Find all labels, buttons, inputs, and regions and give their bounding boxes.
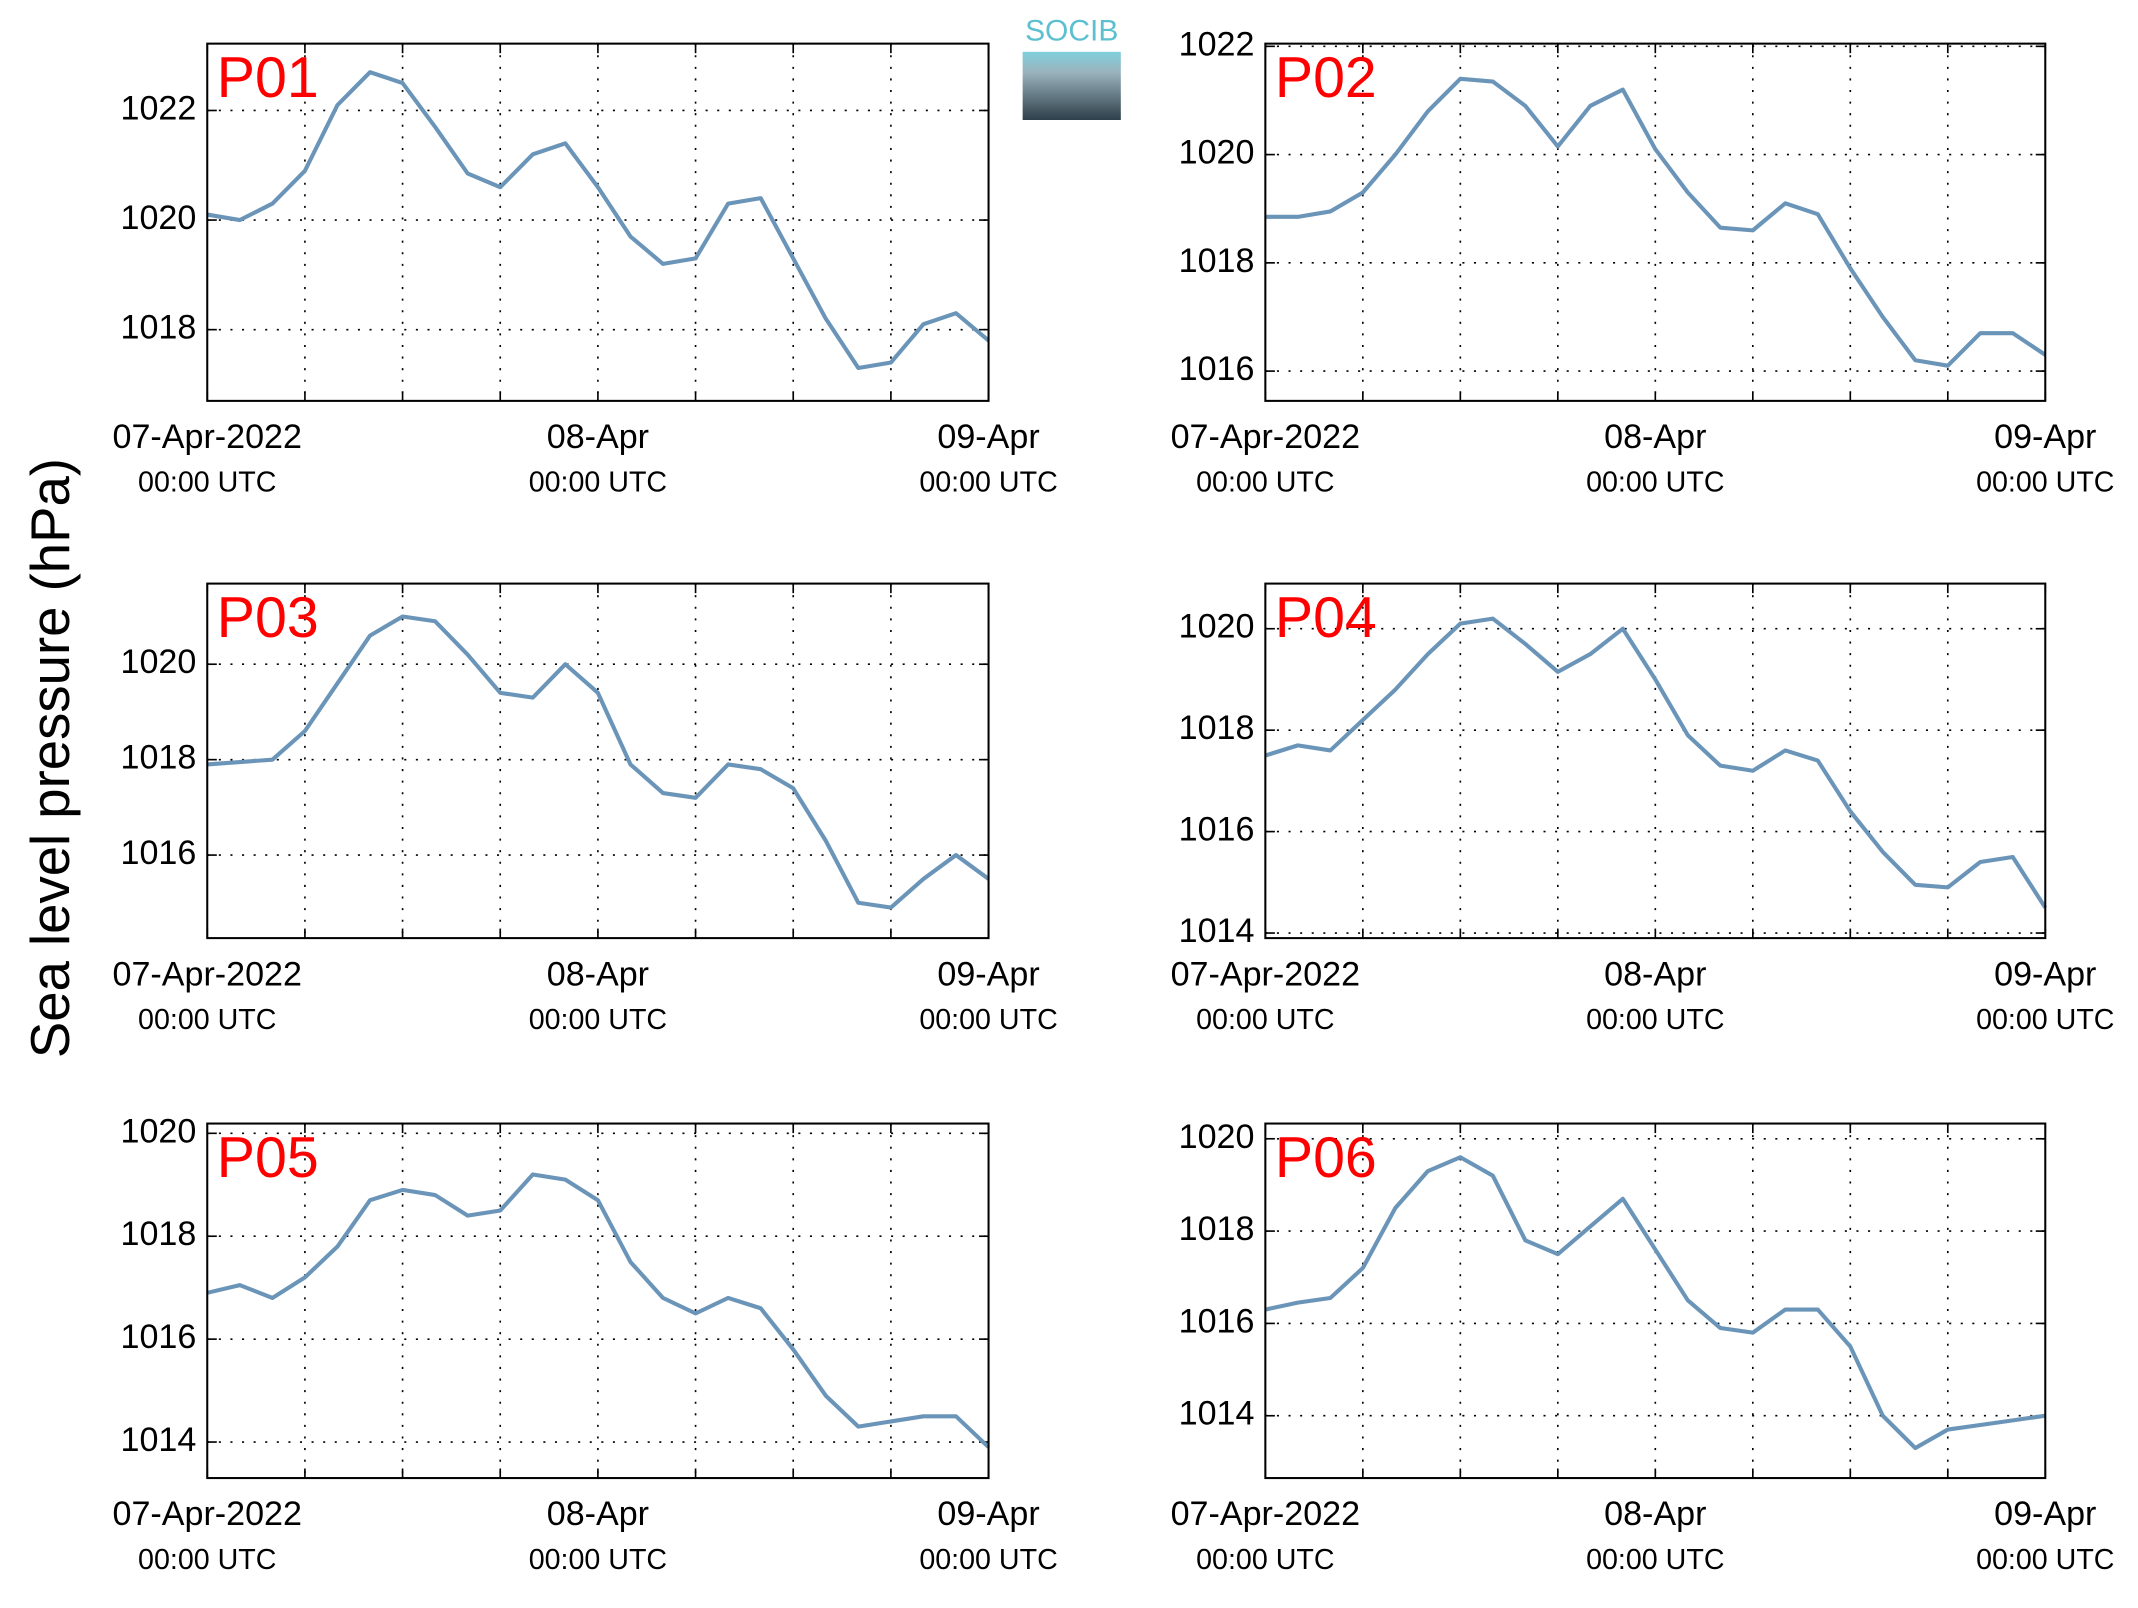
x-tick-label: 08-Apr bbox=[1604, 955, 1706, 993]
x-tick-sublabel: 00:00 UTC bbox=[1586, 1544, 1724, 1576]
y-tick-label: 1014 bbox=[1179, 1395, 1255, 1433]
y-tick-label: 1020 bbox=[1179, 608, 1255, 646]
panel-title: P05 bbox=[217, 1126, 319, 1190]
x-tick-sublabel: 00:00 UTC bbox=[1976, 467, 2114, 499]
plot-frame bbox=[206, 582, 990, 940]
y-tick-label: 1020 bbox=[121, 1112, 197, 1150]
x-tick-label: 08-Apr bbox=[1604, 1495, 1706, 1533]
panel-title: P02 bbox=[1275, 46, 1377, 110]
y-tick-label: 1014 bbox=[121, 1421, 197, 1459]
y-tick-label: 1016 bbox=[121, 1318, 197, 1356]
x-tick-sublabel: 00:00 UTC bbox=[1196, 1004, 1334, 1036]
plot-area bbox=[207, 43, 989, 401]
y-tick-label: 1020 bbox=[121, 199, 197, 237]
x-tick-label: 09-Apr bbox=[1994, 418, 2096, 456]
data-line bbox=[206, 1172, 990, 1449]
y-tick-label: 1018 bbox=[121, 1215, 197, 1253]
y-tick-label: 1016 bbox=[1179, 350, 1255, 388]
x-tick-sublabel: 00:00 UTC bbox=[529, 467, 667, 499]
x-tick-sublabel: 00:00 UTC bbox=[138, 1004, 276, 1036]
x-tick-sublabel: 00:00 UTC bbox=[1586, 467, 1724, 499]
x-tick-label: 09-Apr bbox=[937, 955, 1039, 993]
logo-graphic bbox=[1022, 51, 1121, 120]
x-tick-label: 07-Apr-2022 bbox=[113, 955, 302, 993]
plot-frame bbox=[1264, 1122, 2047, 1480]
x-tick-sublabel: 00:00 UTC bbox=[919, 1544, 1057, 1576]
x-tick-sublabel: 00:00 UTC bbox=[1196, 467, 1334, 499]
plot-frame bbox=[206, 42, 990, 402]
data-line bbox=[1264, 616, 2048, 909]
x-tick-sublabel: 00:00 UTC bbox=[138, 1544, 276, 1576]
x-tick-sublabel: 00:00 UTC bbox=[529, 1544, 667, 1576]
y-tick-label: 1016 bbox=[1179, 811, 1255, 849]
panel-title: P01 bbox=[217, 46, 319, 110]
y-tick-label: 1022 bbox=[121, 89, 197, 127]
x-tick-label: 09-Apr bbox=[1994, 1495, 2096, 1533]
x-tick-label: 07-Apr-2022 bbox=[113, 418, 302, 456]
data-line bbox=[206, 70, 990, 371]
y-tick-label: 1016 bbox=[1179, 1302, 1255, 1340]
plot-frame bbox=[1264, 582, 2047, 940]
x-tick-label: 07-Apr-2022 bbox=[113, 1495, 302, 1533]
logo-text: SOCIB bbox=[1025, 15, 1118, 48]
x-tick-label: 08-Apr bbox=[547, 418, 649, 456]
x-tick-sublabel: 00:00 UTC bbox=[1976, 1544, 2114, 1576]
y-tick-label: 1018 bbox=[121, 739, 197, 777]
x-tick-label: 07-Apr-2022 bbox=[1171, 418, 1360, 456]
x-tick-label: 09-Apr bbox=[937, 418, 1039, 456]
y-tick-label: 1018 bbox=[1179, 709, 1255, 747]
x-tick-sublabel: 00:00 UTC bbox=[1976, 1004, 2114, 1036]
data-line bbox=[207, 614, 990, 910]
y-axis-label: Sea level pressure (hPa) bbox=[20, 458, 81, 1058]
x-tick-label: 07-Apr-2022 bbox=[1171, 955, 1360, 993]
x-tick-sublabel: 00:00 UTC bbox=[529, 1004, 667, 1036]
y-tick-label: 1020 bbox=[1179, 1118, 1255, 1156]
x-tick-label: 08-Apr bbox=[547, 1495, 649, 1533]
y-tick-label: 1014 bbox=[1179, 912, 1255, 950]
data-line bbox=[1265, 76, 2047, 368]
y-tick-label: 1016 bbox=[121, 834, 197, 872]
x-tick-label: 09-Apr bbox=[1994, 955, 2096, 993]
panel-title: P06 bbox=[1275, 1126, 1377, 1190]
data-line bbox=[1264, 1155, 2046, 1451]
x-tick-sublabel: 00:00 UTC bbox=[138, 467, 276, 499]
x-tick-label: 07-Apr-2022 bbox=[1171, 1495, 1360, 1533]
y-tick-label: 1018 bbox=[1179, 242, 1255, 280]
x-tick-label: 09-Apr bbox=[937, 1495, 1039, 1533]
panel-title: P03 bbox=[217, 586, 319, 650]
y-tick-label: 1018 bbox=[1179, 1210, 1255, 1248]
x-tick-label: 08-Apr bbox=[547, 955, 649, 993]
x-tick-sublabel: 00:00 UTC bbox=[1586, 1004, 1724, 1036]
y-tick-label: 1022 bbox=[1179, 25, 1255, 63]
y-tick-label: 1020 bbox=[121, 643, 197, 681]
x-tick-sublabel: 00:00 UTC bbox=[919, 467, 1057, 499]
y-tick-label: 1020 bbox=[1179, 134, 1255, 172]
panel-title: P04 bbox=[1275, 586, 1377, 650]
x-tick-sublabel: 00:00 UTC bbox=[919, 1004, 1057, 1036]
plot-area bbox=[1265, 43, 2046, 401]
plot-frame bbox=[1264, 42, 2047, 402]
plot-frame bbox=[206, 1122, 990, 1480]
y-tick-label: 1018 bbox=[121, 309, 197, 347]
x-tick-label: 08-Apr bbox=[1604, 418, 1706, 456]
x-tick-sublabel: 00:00 UTC bbox=[1196, 1544, 1334, 1576]
